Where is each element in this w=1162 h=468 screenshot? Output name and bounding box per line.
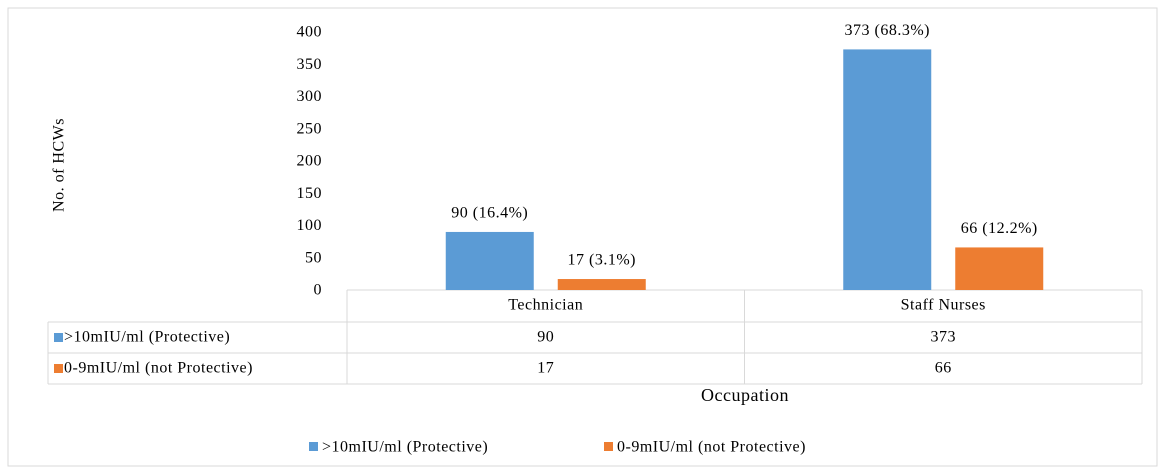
x-tick-label: Staff Nurses bbox=[901, 297, 986, 314]
chart-border bbox=[7, 7, 1158, 467]
y-tick-label: 250 bbox=[297, 120, 323, 137]
table-value: 17 bbox=[537, 360, 554, 377]
table-row-label: >10mIU/ml (Protective) bbox=[64, 329, 230, 346]
table-row-label: 0-9mIU/ml (not Protective) bbox=[64, 360, 253, 377]
table-value: 373 bbox=[931, 329, 957, 346]
y-axis-title: No. of HCWs bbox=[51, 118, 68, 212]
y-tick-label: 300 bbox=[297, 88, 323, 105]
data-label: 90 (16.4%) bbox=[451, 205, 528, 222]
bar bbox=[843, 49, 932, 290]
table-legend-key bbox=[54, 333, 63, 342]
data-label: 17 (3.1%) bbox=[568, 252, 636, 269]
x-tick-label: Technician bbox=[508, 297, 583, 314]
data-label: 373 (68.3%) bbox=[845, 22, 930, 39]
legend-key bbox=[309, 442, 318, 451]
y-tick-label: 50 bbox=[305, 249, 322, 266]
y-tick-label: 150 bbox=[297, 185, 323, 202]
y-tick-label: 100 bbox=[297, 217, 323, 234]
y-tick-label: 350 bbox=[297, 56, 323, 73]
bar bbox=[955, 247, 1044, 290]
table-legend-key bbox=[54, 364, 63, 373]
legend-key bbox=[604, 442, 613, 451]
y-tick-label: 400 bbox=[297, 24, 323, 41]
legend-label: 0-9mIU/ml (not Protective) bbox=[617, 439, 806, 456]
y-tick-label: 0 bbox=[314, 282, 323, 299]
data-label: 66 (12.2%) bbox=[961, 220, 1038, 237]
table-value: 66 bbox=[935, 360, 952, 377]
legend-label: >10mIU/ml (Protective) bbox=[322, 439, 488, 456]
bar bbox=[445, 231, 534, 290]
x-axis-title: Occupation bbox=[701, 385, 789, 405]
y-tick-label: 200 bbox=[297, 153, 323, 170]
table-value: 90 bbox=[537, 329, 554, 346]
bar bbox=[557, 279, 646, 290]
